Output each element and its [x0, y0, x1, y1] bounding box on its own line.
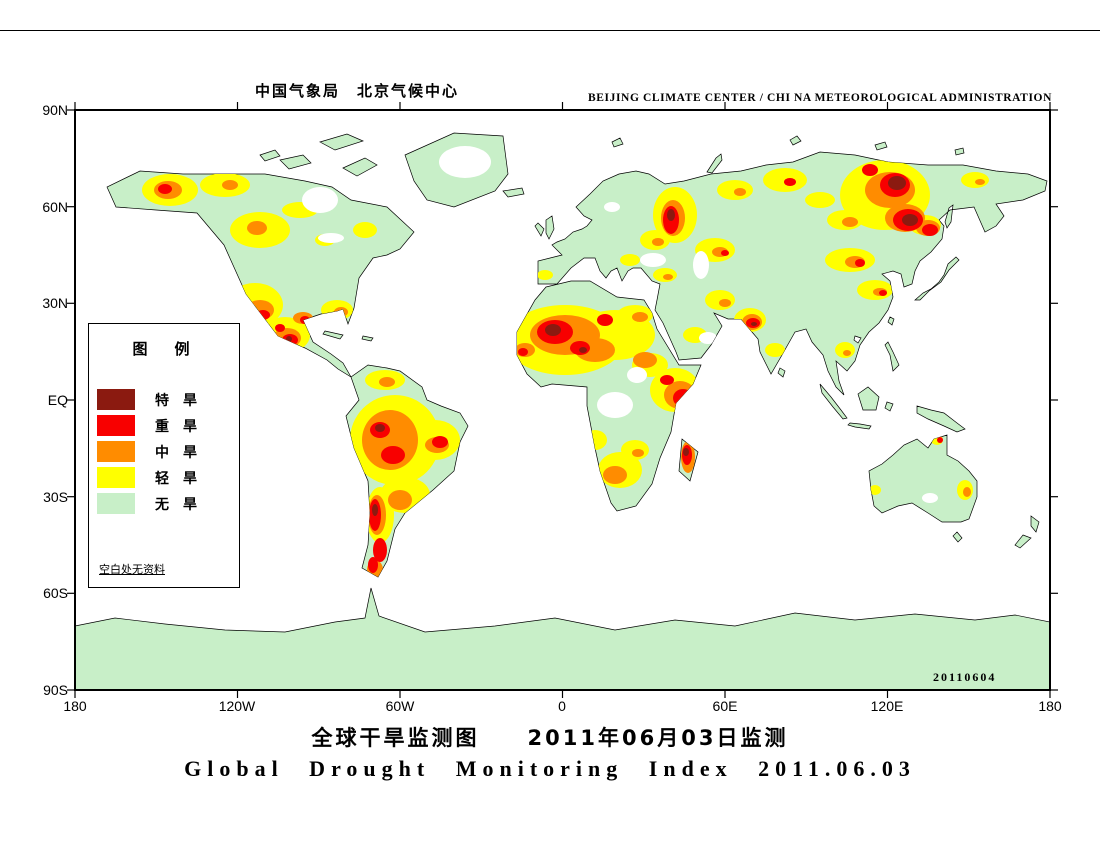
- legend-swatch-severe: [97, 415, 135, 436]
- lat-tick-label: 60N: [42, 199, 68, 215]
- legend-swatch-light: [97, 467, 135, 488]
- date-stamp: 20110604: [933, 670, 997, 684]
- legend-item: 重 旱: [97, 415, 239, 436]
- lon-tick-label: 120W: [218, 698, 256, 714]
- legend-items: 特 旱 重 旱 中 旱 轻 旱 无 旱: [97, 389, 239, 514]
- legend-label: 特 旱: [155, 392, 197, 409]
- legend-label: 无 旱: [155, 496, 197, 513]
- legend: 图 例 特 旱 重 旱 中 旱 轻 旱: [88, 323, 240, 588]
- legend-item: 轻 旱: [97, 467, 239, 488]
- legend-label: 轻 旱: [155, 470, 197, 487]
- lat-tick-label: 90S: [43, 682, 68, 698]
- legend-item: 中 旱: [97, 441, 239, 462]
- world-map: 图 例 特 旱 重 旱 中 旱 轻 旱: [67, 102, 1058, 698]
- header-title-cn: 中国气象局 北京气候中心: [254, 82, 459, 100]
- legend-item: 特 旱: [97, 389, 239, 410]
- legend-swatch-moderate: [97, 441, 135, 462]
- lon-tick-label: 60E: [712, 698, 738, 714]
- footer-title-cn: 全球干旱监测图 2011年06月03日监测: [311, 726, 789, 750]
- legend-swatch-extreme: [97, 389, 135, 410]
- lon-tick-label: 120E: [870, 698, 904, 714]
- legend-title: 图 例: [132, 340, 196, 358]
- footer-title-en: Global Drought Monitoring Index 2011.06.…: [184, 756, 916, 781]
- legend-label: 中 旱: [155, 444, 197, 461]
- lat-tick-label: 30N: [42, 295, 68, 311]
- lon-tick-label: 180: [1038, 698, 1062, 714]
- lat-tick-label: 90N: [42, 102, 68, 118]
- header-title-en: BEIJING CLIMATE CENTER / CHI NA METEOROL…: [588, 92, 1052, 104]
- lat-tick-label: 60S: [43, 585, 68, 601]
- lon-tick-label: 60W: [385, 698, 415, 714]
- legend-note: 空白处无资料: [99, 563, 165, 576]
- water-nodata-layer: [302, 146, 938, 503]
- map-frame-border: [74, 109, 1051, 691]
- legend-item: 无 旱: [97, 493, 239, 514]
- lat-tick-label: 30S: [43, 489, 68, 505]
- legend-swatch-none: [97, 493, 135, 514]
- lon-tick-label: 0: [558, 698, 566, 714]
- tick-marks: [67, 102, 1058, 698]
- lon-tick-label: 180: [63, 698, 87, 714]
- top-border-rule: [0, 30, 1100, 31]
- legend-label: 重 旱: [155, 418, 197, 435]
- lat-tick-label: EQ: [47, 392, 68, 408]
